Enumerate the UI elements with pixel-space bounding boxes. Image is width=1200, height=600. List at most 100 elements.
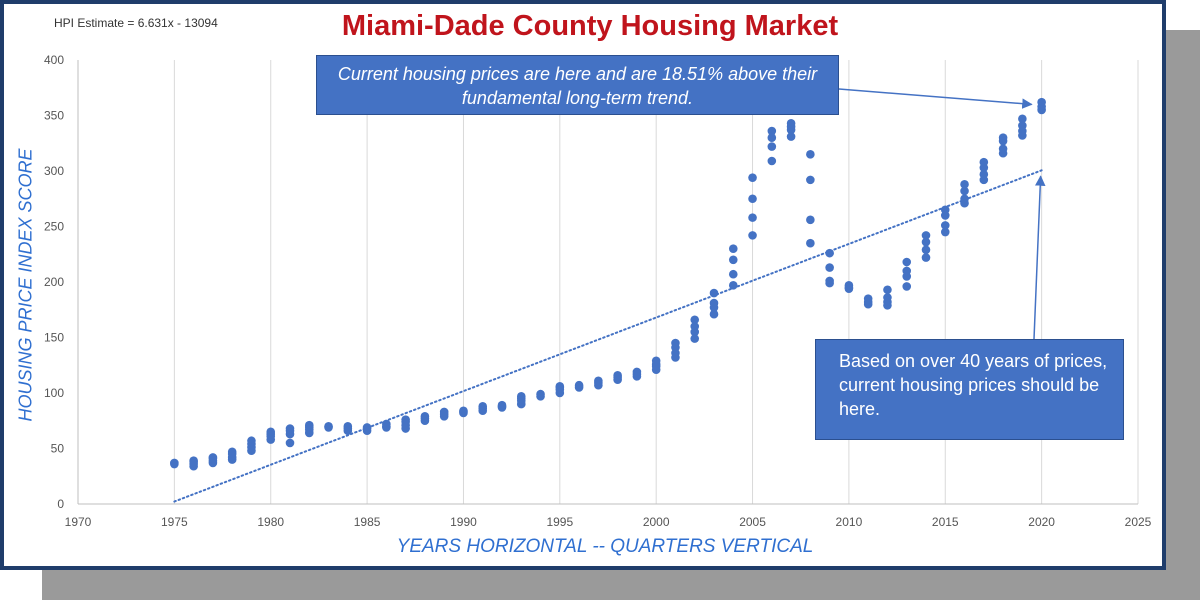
x-tick-label: 2005 bbox=[739, 515, 766, 529]
data-point bbox=[844, 284, 854, 293]
data-point bbox=[786, 132, 796, 141]
data-point bbox=[902, 257, 912, 267]
data-point bbox=[690, 322, 700, 331]
data-point bbox=[748, 213, 757, 222]
data-point bbox=[304, 420, 314, 430]
data-point bbox=[208, 453, 218, 462]
data-point bbox=[767, 156, 777, 166]
x-tick-label: 1980 bbox=[257, 515, 284, 529]
data-point bbox=[613, 370, 622, 380]
data-point bbox=[825, 248, 834, 258]
data-point bbox=[806, 238, 815, 248]
data-point bbox=[420, 412, 430, 421]
data-point bbox=[748, 194, 757, 204]
data-point bbox=[728, 255, 738, 265]
x-tick-label: 1975 bbox=[161, 515, 188, 529]
data-point bbox=[998, 144, 1008, 154]
data-point bbox=[266, 427, 276, 437]
data-point bbox=[189, 456, 198, 466]
data-point bbox=[728, 281, 738, 290]
axes: 1970 1975 1980 1985 1990 1995 2000 2005 2010 2015… bbox=[44, 53, 1152, 529]
data-point bbox=[382, 419, 391, 429]
y-tick-label: 300 bbox=[44, 164, 64, 178]
data-point bbox=[883, 285, 892, 295]
data-point bbox=[709, 288, 719, 298]
data-point bbox=[767, 126, 777, 136]
data-point bbox=[902, 282, 912, 291]
trend-price-callout: Based on over 40 years of prices, curren… bbox=[815, 339, 1124, 440]
data-point bbox=[170, 458, 179, 468]
data-point bbox=[632, 367, 642, 377]
current-price-arrow bbox=[838, 88, 1033, 109]
data-point bbox=[960, 180, 969, 189]
data-point bbox=[748, 231, 757, 240]
data-point bbox=[709, 298, 719, 308]
y-tick-label: 350 bbox=[44, 109, 64, 123]
data-point bbox=[806, 150, 815, 159]
data-point bbox=[940, 221, 950, 230]
x-tick-label: 1995 bbox=[546, 515, 573, 529]
data-point bbox=[960, 186, 969, 196]
y-tick-label: 150 bbox=[44, 331, 64, 345]
x-tick-label: 1985 bbox=[354, 515, 381, 529]
data-point bbox=[324, 422, 333, 431]
y-tick-label: 250 bbox=[44, 220, 64, 234]
data-point bbox=[671, 338, 680, 348]
data-point bbox=[902, 266, 912, 276]
y-tick-label: 100 bbox=[44, 386, 64, 400]
x-tick-label: 2020 bbox=[1028, 515, 1055, 529]
data-point bbox=[459, 406, 468, 416]
trendline-equation: HPI Estimate = 6.631x - 13094 bbox=[54, 16, 218, 30]
data-point bbox=[806, 175, 815, 185]
current-price-callout: Current housing prices are here and are … bbox=[316, 55, 839, 115]
data-point bbox=[921, 237, 931, 247]
data-point bbox=[767, 142, 777, 151]
data-point bbox=[863, 299, 873, 309]
data-point bbox=[227, 447, 237, 457]
data-point bbox=[921, 253, 931, 262]
data-point bbox=[921, 245, 931, 255]
data-point bbox=[709, 309, 719, 319]
data-point bbox=[1018, 121, 1027, 130]
x-tick-label: 2015 bbox=[932, 515, 959, 529]
chart-title: Miami-Dade County Housing Market bbox=[341, 10, 839, 42]
data-point bbox=[285, 438, 295, 448]
data-point bbox=[825, 263, 834, 272]
x-tick-label: 1970 bbox=[65, 515, 92, 529]
trendline-line bbox=[173, 169, 1043, 503]
data-point bbox=[536, 389, 545, 399]
data-point bbox=[979, 170, 989, 179]
data-point bbox=[343, 422, 353, 431]
data-point bbox=[362, 423, 372, 432]
data-point bbox=[690, 334, 700, 343]
data-point bbox=[921, 231, 931, 240]
data-point bbox=[555, 382, 565, 391]
data-point bbox=[883, 301, 892, 310]
data-point bbox=[806, 215, 815, 225]
data-point bbox=[940, 205, 950, 215]
y-tick-label: 400 bbox=[44, 53, 64, 67]
x-tick-label: 2000 bbox=[643, 515, 670, 529]
data-point bbox=[940, 227, 950, 237]
data-point bbox=[1018, 114, 1027, 124]
x-tick-label: 2025 bbox=[1125, 515, 1152, 529]
x-tick-label: 2010 bbox=[836, 515, 863, 529]
data-point bbox=[247, 436, 256, 446]
data-point bbox=[594, 376, 603, 386]
data-point bbox=[690, 315, 700, 325]
y-tick-label: 50 bbox=[51, 442, 65, 456]
data-point bbox=[979, 157, 989, 167]
data-point bbox=[439, 407, 449, 417]
trend-price-arrow bbox=[1033, 175, 1046, 340]
data-point bbox=[285, 424, 295, 433]
data-point bbox=[651, 356, 661, 366]
data-point bbox=[728, 269, 738, 279]
data-point bbox=[960, 194, 969, 204]
data-point bbox=[825, 278, 834, 288]
y-tick-label: 200 bbox=[44, 275, 64, 289]
data-point bbox=[516, 392, 526, 401]
trendline bbox=[173, 169, 1043, 503]
data-point bbox=[478, 402, 488, 411]
data-point bbox=[1037, 97, 1046, 107]
